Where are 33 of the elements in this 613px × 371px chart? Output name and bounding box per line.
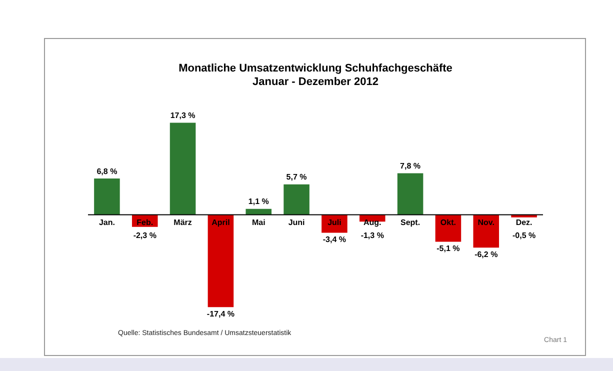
bar (435, 214, 462, 242)
x-tick-label: Juni (288, 218, 305, 227)
data-label: 1,1 % (248, 197, 269, 206)
x-tick-label: April (212, 218, 230, 227)
data-label: -1,3 % (360, 230, 384, 240)
bar (511, 214, 537, 218)
x-tick-label: März (174, 218, 192, 227)
x-tick-label: Feb. (136, 218, 154, 227)
bar (94, 178, 120, 215)
bar (170, 122, 196, 215)
data-label: -6,2 % (474, 250, 498, 259)
x-tick-label: Jan. (98, 218, 115, 227)
data-label: 6,8 % (96, 166, 118, 176)
data-label: 5,7 % (286, 172, 307, 182)
bar (284, 184, 310, 215)
x-tick-label: Okt. (440, 218, 456, 227)
x-tick-label: Mai (252, 218, 266, 227)
x-tick-label: Dez. (516, 218, 532, 227)
chart-title: Monatliche Umsatzentwicklung Schuhfachgeschäfte (178, 62, 452, 75)
x-tick-label: Sept. (400, 218, 420, 227)
data-label: 7,8 % (400, 161, 421, 170)
data-label: -5,1 % (436, 244, 460, 254)
data-label: -17,4 % (206, 309, 234, 318)
x-tick-label: Juli (328, 218, 342, 227)
data-label: -2,3 % (133, 230, 156, 240)
chart-subtitle: Januar - Dezember 2012 (252, 76, 378, 88)
x-tick-label: Nov. (478, 218, 494, 227)
data-label: -0,5 % (512, 230, 536, 240)
bar (208, 214, 234, 308)
bar (397, 173, 424, 215)
bar (473, 214, 500, 248)
data-label: -3,4 % (322, 234, 346, 244)
data-label: 17,3 % (170, 110, 196, 120)
